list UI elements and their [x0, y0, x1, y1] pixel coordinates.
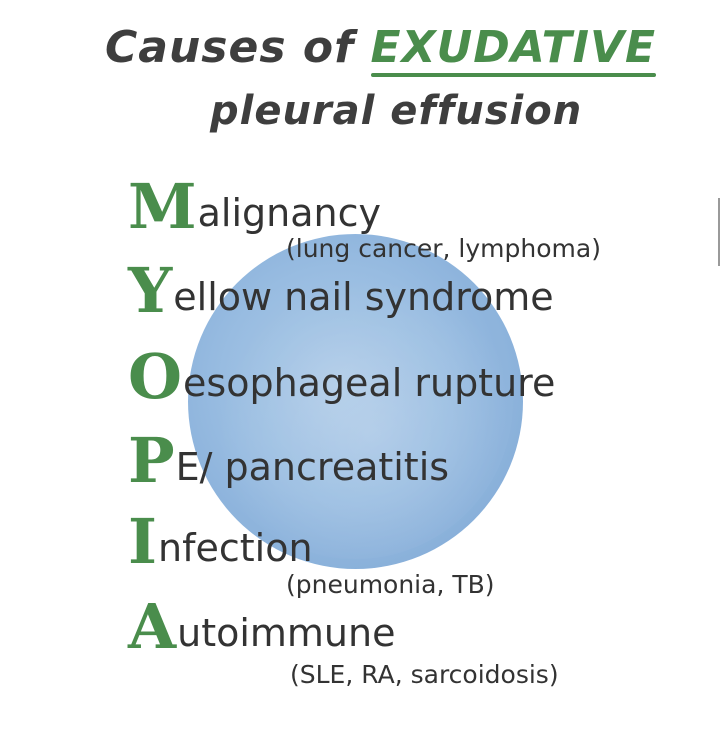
item-text: esophageal rupture	[183, 361, 556, 405]
item-text: E/ pancreatitis	[175, 445, 450, 489]
item-note-malignancy: (lung cancer, lymphoma)	[286, 234, 601, 263]
item-note-autoimmune: (SLE, RA, sarcoidosis)	[290, 660, 559, 689]
mnemonic-letter: A	[128, 590, 177, 663]
list-item-oesophageal: Oesophageal rupture	[128, 340, 555, 413]
mnemonic-letter: O	[128, 340, 183, 413]
item-text: nfection	[158, 526, 313, 570]
list-item-infection: Infection	[128, 505, 313, 578]
edge-divider	[718, 198, 720, 266]
mnemonic-letter: M	[128, 170, 197, 243]
mnemonic-letter: Y	[128, 254, 173, 327]
title-line-2: pleural effusion	[210, 88, 583, 134]
item-text: ellow nail syndrome	[173, 275, 554, 319]
list-item-pe-pancreatitis: PE/ pancreatitis	[128, 424, 449, 497]
list-item-autoimmune: Autoimmune	[128, 590, 395, 663]
watercolor-circle-decoration	[188, 234, 523, 569]
title-line-1: Causes of EXUDATIVE	[105, 22, 657, 77]
item-note-infection: (pneumonia, TB)	[286, 570, 495, 599]
title-prefix: Causes of	[105, 22, 355, 73]
list-item-yellow-nail: Yellow nail syndrome	[128, 254, 554, 327]
mnemonic-letter: I	[128, 505, 158, 578]
title-emphasis-word: EXUDATIVE	[370, 22, 657, 77]
mnemonic-letter: P	[128, 424, 175, 497]
item-text: utoimmune	[177, 611, 396, 655]
list-item-malignancy: Malignancy	[128, 170, 381, 243]
item-text: alignancy	[197, 191, 381, 235]
